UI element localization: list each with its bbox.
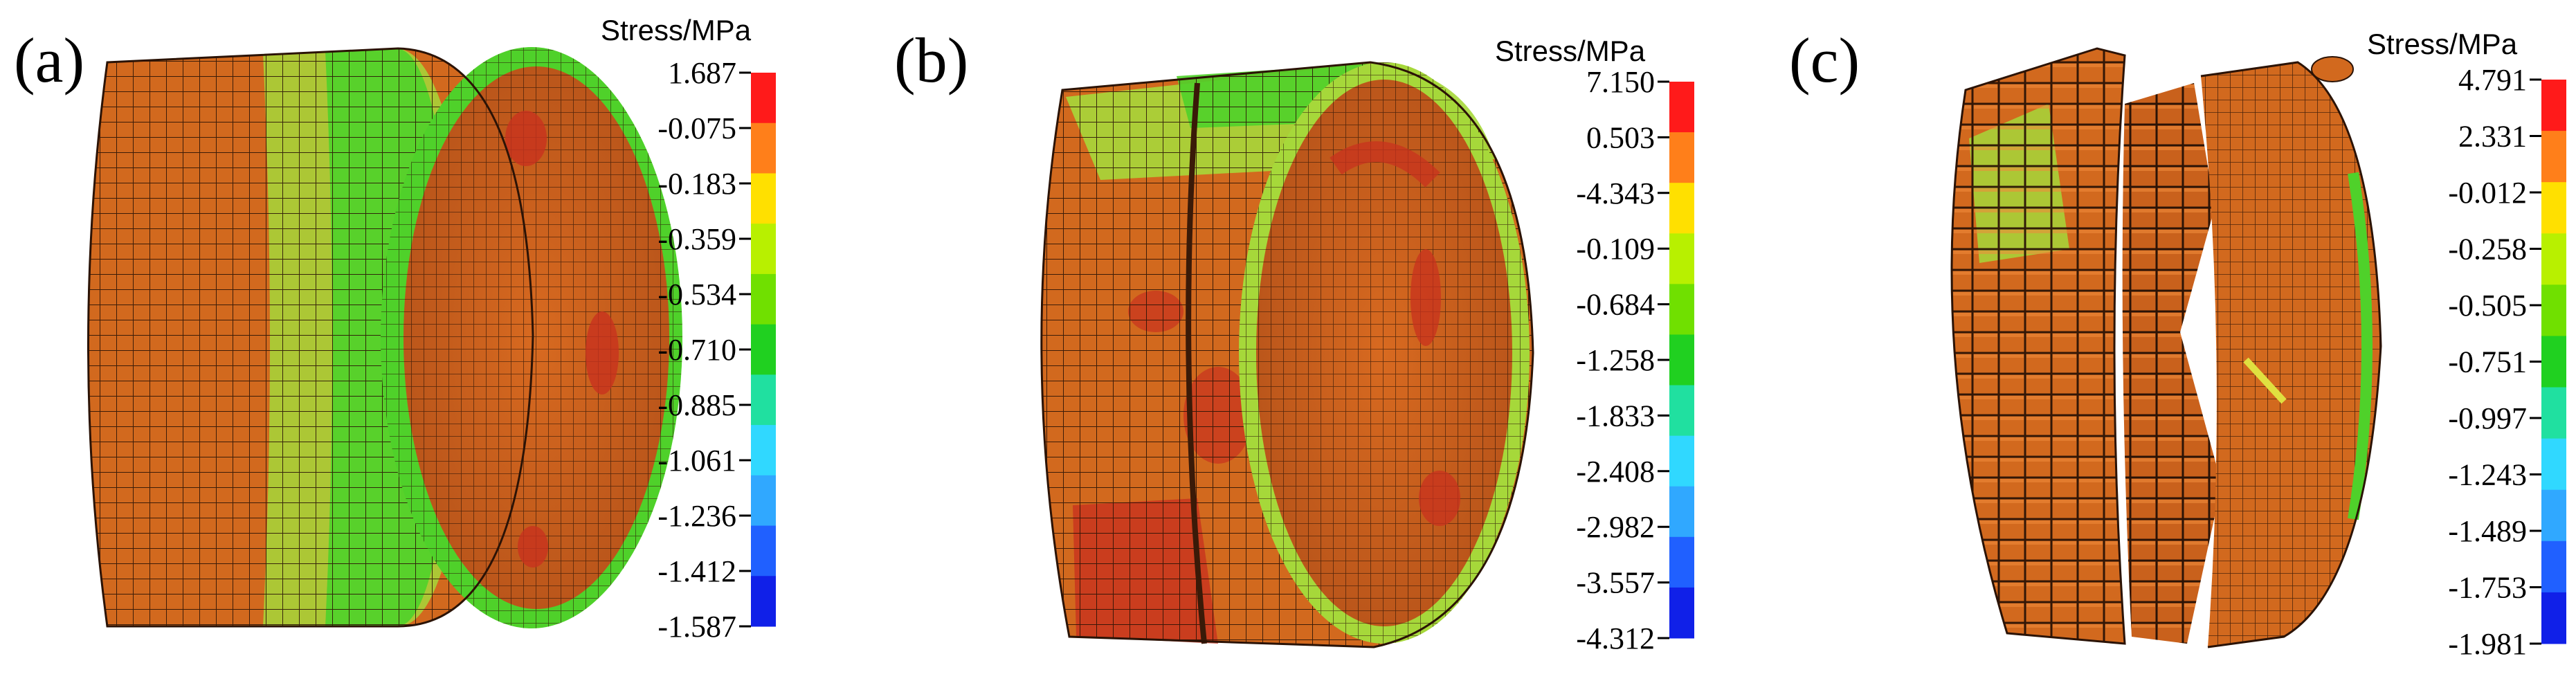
colorbar-b-swatch: [1669, 284, 1694, 335]
colorbar-b-swatch: [1669, 587, 1694, 639]
colorbar-b-tick-label: 0.503: [1586, 120, 1655, 154]
colorbar-c-tick-label: 4.791: [2458, 63, 2527, 97]
colorbar-a-tick-label: 1.687: [668, 56, 736, 90]
colorbar-b-tick-label: -4.312: [1576, 621, 1655, 655]
cylinder-b: [1040, 61, 1534, 648]
colorbar-c-tick-label: -1.981: [2448, 627, 2527, 661]
colorbar-a-swatch: [751, 374, 776, 426]
colorbar-b-swatch: [1669, 183, 1694, 234]
panel-c: (c) Stress/MPa 4.791 2.331 -0.012 -0.258 -0.…: [1789, 25, 2566, 661]
colorbar-b-swatch: [1669, 233, 1694, 284]
colorbar-b-tick-label: -2.408: [1576, 455, 1655, 489]
colorbar-c-swatches: [2541, 80, 2566, 644]
colorbar-a-tick-label: -0.710: [657, 333, 736, 367]
colorbar-a-swatch: [751, 475, 776, 527]
colorbar-b-tick-label: -0.684: [1576, 288, 1655, 322]
colorbar-b-tick-label: -2.982: [1576, 510, 1655, 544]
colorbar-a-swatch: [751, 324, 776, 375]
colorbar-c-tick-label: -1.489: [2448, 514, 2527, 548]
colorbar-c-swatch: [2541, 336, 2566, 388]
colorbar-c-tick-label: -0.751: [2448, 345, 2527, 379]
cylinder-c: [1950, 47, 2382, 648]
colorbar-c-swatch: [2541, 233, 2566, 285]
colorbar-a-swatch: [751, 273, 776, 325]
colorbar-c-tick-label: -0.505: [2448, 289, 2527, 323]
colorbar-a-swatch: [751, 73, 776, 124]
colorbar-c-swatch: [2541, 131, 2566, 183]
colorbar-b-swatch: [1669, 435, 1694, 487]
colorbar-c-title: Stress/MPa: [2367, 28, 2518, 60]
colorbar-b-swatch: [1669, 334, 1694, 386]
colorbar-c: Stress/MPa 4.791 2.331 -0.012 -0.258 -0.505 -…: [2367, 28, 2566, 661]
colorbar-c-tick-label: -0.258: [2448, 233, 2527, 266]
colorbar-a-swatch: [751, 425, 776, 476]
colorbar-a-tick-label: -0.534: [657, 278, 736, 311]
colorbar-a-swatch: [751, 173, 776, 224]
colorbar-b-tick-label: -1.833: [1576, 399, 1655, 433]
colorbar-c-tick-label: -0.012: [2448, 176, 2527, 210]
panel-c-label: (c): [1789, 25, 1860, 96]
colorbar-a-tick-label: -1.061: [657, 444, 736, 478]
colorbar-c-swatch: [2541, 592, 2566, 644]
colorbar-b-swatch: [1669, 132, 1694, 183]
colorbar-b-ticks: 7.150 0.503 -4.343 -0.109 -0.684 -1.258 -1.833…: [1576, 65, 1669, 655]
colorbar-c-tick-label: -1.243: [2448, 458, 2527, 492]
cylinder-a: [87, 47, 682, 628]
colorbar-a-swatch: [751, 224, 776, 275]
colorbar-c-swatch: [2541, 387, 2566, 439]
colorbar-b-tick-label: 7.150: [1586, 65, 1655, 99]
panel-a-label: (a): [14, 25, 84, 96]
colorbar-c-swatch: [2541, 80, 2566, 131]
colorbar-a-tick-label: -0.359: [657, 222, 736, 256]
colorbar-b-tick-label: -1.258: [1576, 343, 1655, 377]
colorbar-b-swatch: [1669, 82, 1694, 133]
panel-b-label: (b): [894, 25, 968, 96]
colorbar-c-tick-label: 2.331: [2458, 120, 2527, 154]
colorbar-b-tick-label: -4.343: [1576, 176, 1655, 210]
colorbar-a-tick-label: -0.183: [657, 167, 736, 201]
colorbar-b-swatch: [1669, 385, 1694, 437]
colorbar-a-ticks: 1.687 -0.075 -0.183 -0.359 -0.534 -0.710 -0.88…: [657, 56, 751, 644]
colorbar-c-swatch: [2541, 489, 2566, 542]
colorbar-b-tick-label: -3.557: [1576, 566, 1655, 600]
colorbar-b-swatch: [1669, 536, 1694, 588]
colorbar-a-tick-label: -1.587: [657, 610, 736, 644]
colorbar-c-ticks: 4.791 2.331 -0.012 -0.258 -0.505 -0.751 -0.997…: [2448, 63, 2541, 661]
colorbar-b: Stress/MPa 7.150 0.503 -4.343 -0.109 -0.684 -…: [1495, 35, 1694, 655]
colorbar-a: Stress/MPa 1.687 -0.075 -0.183 -0.359 -0.534…: [601, 14, 776, 644]
colorbar-c-tick-label: -0.997: [2448, 401, 2527, 435]
colorbar-a-swatch: [751, 576, 776, 627]
colorbar-a-tick-label: -0.885: [657, 388, 736, 422]
colorbar-a-swatch: [751, 525, 776, 576]
colorbar-a-tick-label: -1.236: [657, 499, 736, 533]
colorbar-a-swatch: [751, 122, 776, 174]
colorbar-c-swatch: [2541, 438, 2566, 491]
colorbar-a-tick-label: -1.412: [657, 554, 736, 588]
colorbar-b-swatches: [1669, 82, 1694, 639]
colorbar-c-swatch: [2541, 284, 2566, 336]
colorbar-c-swatch: [2541, 182, 2566, 234]
panel-a: (a) Stress/MPa 1.687 -0.075 -0.183 -0.359 -0…: [14, 14, 776, 644]
colorbar-a-tick-label: -0.075: [657, 111, 736, 145]
colorbar-c-tick-label: -1.753: [2448, 571, 2527, 605]
colorbar-c-swatch: [2541, 541, 2566, 593]
colorbar-a-title: Stress/MPa: [601, 14, 752, 46]
colorbar-b-title: Stress/MPa: [1495, 35, 1646, 67]
colorbar-b-swatch: [1669, 486, 1694, 538]
colorbar-b-tick-label: -0.109: [1576, 232, 1655, 266]
colorbar-a-swatches: [751, 73, 776, 627]
